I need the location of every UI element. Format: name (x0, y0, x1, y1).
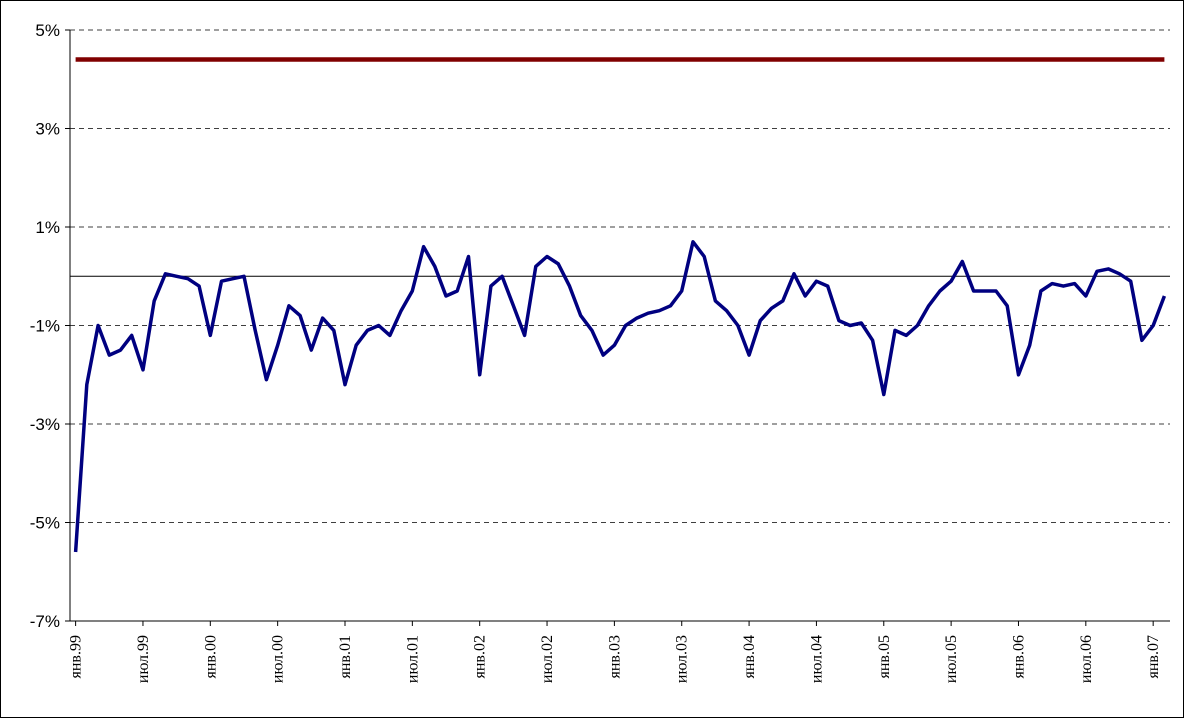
x-tick-label: июл.01 (404, 635, 421, 683)
x-tick-label: янв.00 (202, 635, 219, 678)
x-tick-label: янв.06 (1010, 635, 1027, 678)
x-tick-label: июл.05 (943, 635, 960, 683)
x-tick-label: июл.06 (1078, 635, 1095, 683)
x-tick-label: июл.02 (539, 635, 556, 683)
y-tick-label: -1% (30, 317, 60, 336)
x-tick-label: янв.04 (741, 635, 758, 678)
x-tick-label: янв.03 (606, 635, 623, 678)
x-tick-label: июл.04 (808, 635, 825, 683)
x-tick-label: июл.99 (135, 635, 152, 683)
x-tick-label: янв.01 (337, 635, 354, 678)
x-tick-label: июл.03 (674, 635, 691, 683)
y-tick-label: 5% (35, 21, 60, 40)
y-tick-label: 3% (35, 120, 60, 139)
series-line (73, 240, 1167, 553)
x-tick-label: янв.02 (472, 635, 489, 678)
x-tick-label: янв.99 (68, 635, 85, 678)
x-tick-label: янв.07 (1145, 635, 1162, 678)
x-tick-label: янв.05 (876, 635, 893, 678)
y-tick-label: -5% (30, 514, 60, 533)
x-tick-label: июл.00 (270, 635, 287, 683)
y-tick-label: -7% (30, 612, 60, 631)
y-tick-label: -3% (30, 415, 60, 434)
y-tick-label: 1% (35, 218, 60, 237)
